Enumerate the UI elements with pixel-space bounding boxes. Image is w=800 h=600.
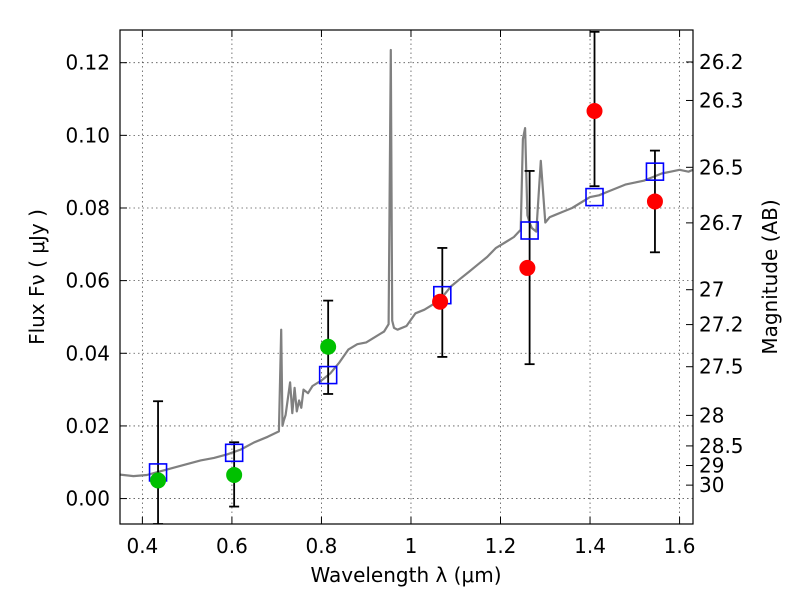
photometry-circle [226, 466, 243, 483]
y2-tick-label: 26.7 [699, 211, 744, 235]
y-tick-label: 0.06 [65, 269, 110, 293]
x-tick-label: 0.4 [126, 534, 158, 558]
grid-layer [120, 30, 693, 524]
y2-tick-label: 29 [699, 454, 724, 478]
y2-tick-label: 28.5 [699, 434, 744, 458]
y2-tick-label: 27 [699, 278, 724, 302]
plot-layer [120, 30, 693, 524]
photometry-circle [586, 103, 603, 120]
plot-frame [119, 29, 694, 525]
y-tick-label: 0.08 [65, 196, 110, 220]
photometry-circle [320, 338, 337, 355]
photometry-square [520, 221, 539, 240]
x-tick-label: 1.4 [574, 534, 606, 558]
x-axis-label: Wavelength λ (μm) [310, 563, 501, 587]
spectrum-line [120, 48, 693, 478]
photometry-square [224, 443, 244, 463]
y-axis-label: Flux Fν ( μJy ) [25, 209, 49, 345]
photometry-square [645, 162, 665, 181]
y2-tick-label: 26.2 [699, 50, 744, 74]
y2-tick-label: 27.2 [699, 313, 744, 337]
x-tick-label: 1.2 [485, 534, 517, 558]
y2-axis-label: Magnitude (AB) [758, 199, 782, 354]
y-tick-label: 0.10 [65, 123, 110, 147]
photometry-square [585, 187, 604, 207]
y2-tick-label: 28 [699, 403, 724, 427]
y2-tick-label: 26.3 [699, 88, 744, 112]
y2-tick-label: 27.5 [699, 355, 744, 379]
x-tick-label: 0.6 [216, 534, 248, 558]
photometry-square [318, 365, 338, 385]
y-tick-label: 0.00 [65, 487, 110, 511]
x-tick-label: 0.8 [306, 534, 338, 558]
y-tick-label: 0.04 [65, 341, 110, 365]
photometry-circle [432, 293, 449, 310]
y-tick-label: 0.02 [65, 414, 110, 438]
x-tick-label: 1.6 [664, 534, 696, 558]
y2-tick-label: 30 [699, 473, 724, 497]
plot-content [120, 30, 693, 524]
photometry-circle [150, 472, 167, 489]
photometry-circle [646, 193, 663, 210]
x-tick-label: 1 [405, 534, 418, 558]
y2-tick-label: 26.5 [699, 155, 744, 179]
y-tick-label: 0.12 [65, 51, 110, 75]
photometry-circle [519, 259, 536, 276]
ticks-layer: 0.4 0.6 0.8 1 1.2 1.4 1.6 0.00 0.02 0.04 0.06 0.08 0… [65, 30, 744, 558]
